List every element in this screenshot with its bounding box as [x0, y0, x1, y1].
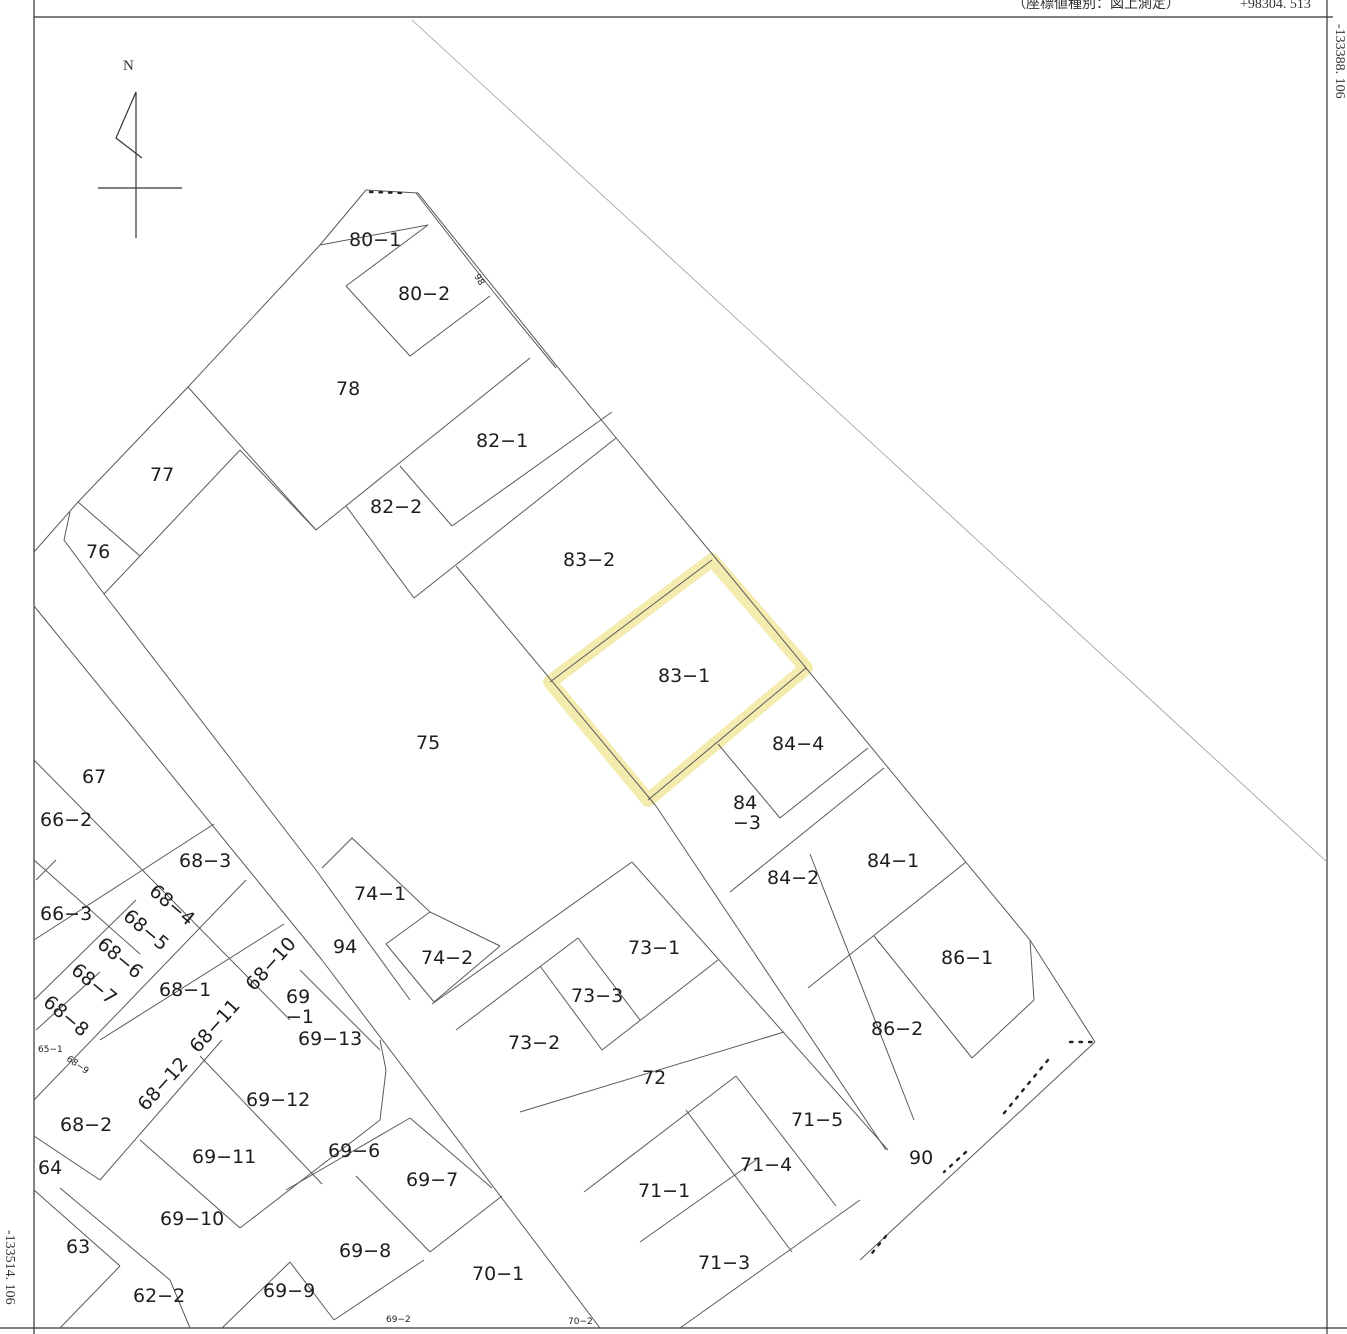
- parcel-label[interactable]: 84−1: [867, 850, 919, 872]
- parcel-label[interactable]: 69−6: [328, 1140, 380, 1162]
- parcel-label[interactable]: 66−2: [40, 809, 92, 831]
- parcel-boundaries: [33, 189, 1096, 1329]
- parcel-label[interactable]: 84: [733, 792, 757, 814]
- parcel-label[interactable]: 69−10: [160, 1208, 224, 1230]
- parcel-label[interactable]: 67: [82, 766, 106, 788]
- parcel-label[interactable]: 77: [150, 464, 174, 486]
- parcel-label[interactable]: 68−3: [179, 850, 231, 872]
- parcel-label[interactable]: 71−4: [740, 1154, 792, 1176]
- parcel-label[interactable]: 69: [286, 986, 310, 1008]
- parcel-label[interactable]: 68−2: [60, 1114, 112, 1136]
- parcel-label[interactable]: 69−9: [263, 1280, 315, 1302]
- parcel-label[interactable]: 86−2: [871, 1018, 923, 1040]
- parcel-label[interactable]: 84−4: [772, 733, 824, 755]
- parcel-label[interactable]: 71−3: [698, 1252, 750, 1274]
- parcel-label[interactable]: 82−1: [476, 430, 528, 452]
- parcel-label[interactable]: 70−1: [472, 1263, 524, 1285]
- parcel-label[interactable]: 80−2: [398, 283, 450, 305]
- parcel-label[interactable]: 68−8: [39, 991, 93, 1041]
- parcel-label[interactable]: −1: [286, 1006, 314, 1028]
- parcel-label-83-1[interactable]: 83−1: [658, 665, 710, 687]
- parcel-label[interactable]: 76: [86, 541, 110, 563]
- parcel-label[interactable]: 73−1: [628, 937, 680, 959]
- parcel-label[interactable]: 78: [336, 378, 360, 400]
- north-label: N: [123, 58, 134, 74]
- parcel-label[interactable]: 66−3: [40, 903, 92, 925]
- parcel-label[interactable]: 69−11: [192, 1146, 256, 1168]
- parcel-label[interactable]: 80−1: [349, 229, 401, 251]
- parcel-label[interactable]: 68−1: [159, 979, 211, 1001]
- parcel-label[interactable]: 68−9: [64, 1054, 90, 1077]
- parcel-label[interactable]: 69−8: [339, 1240, 391, 1262]
- boundary-line-diagonal: [411, 19, 1328, 863]
- parcel-label[interactable]: 65−1: [38, 1045, 63, 1055]
- parcel-label[interactable]: 82−2: [370, 496, 422, 518]
- parcel-label[interactable]: 69−12: [246, 1089, 310, 1111]
- north-arrow: N: [98, 58, 182, 238]
- parcel-label[interactable]: 63: [66, 1236, 90, 1258]
- parcel-label[interactable]: 72: [642, 1067, 666, 1089]
- parcel-label[interactable]: 94: [333, 936, 357, 958]
- parcel-label[interactable]: 84−2: [767, 867, 819, 889]
- parcel-label[interactable]: 75: [416, 732, 440, 754]
- parcel-label[interactable]: 71−1: [638, 1180, 690, 1202]
- parcel-label[interactable]: 74−1: [354, 883, 406, 905]
- parcel-label[interactable]: 73−2: [508, 1032, 560, 1054]
- parcel-label[interactable]: 90: [909, 1147, 933, 1169]
- coordinate-type-note: （座標値種別：図上測定）: [1012, 0, 1180, 12]
- right-coordinate: -133388. 106: [1332, 24, 1347, 99]
- parcel-label[interactable]: −3: [733, 812, 761, 834]
- parcel-label[interactable]: 74−2: [421, 947, 473, 969]
- top-coordinate: +98304. 513: [1240, 0, 1311, 12]
- parcel-label[interactable]: 71−5: [791, 1109, 843, 1131]
- parcel-label[interactable]: 69−2: [386, 1315, 411, 1325]
- parcel-label[interactable]: 73−3: [571, 985, 623, 1007]
- parcel-label[interactable]: 70−2: [568, 1317, 593, 1327]
- parcel-label[interactable]: 69−13: [298, 1028, 362, 1050]
- parcel-label[interactable]: 64: [38, 1157, 62, 1179]
- parcel-label[interactable]: 69−7: [406, 1169, 458, 1191]
- parcel-label[interactable]: 83−2: [563, 549, 615, 571]
- parcel-label[interactable]: 62−2: [133, 1285, 185, 1307]
- dotted-boundary-markers: [368, 190, 1096, 1260]
- left-coordinate: -133514. 106: [2, 1230, 17, 1305]
- parcel-label[interactable]: 86−1: [941, 947, 993, 969]
